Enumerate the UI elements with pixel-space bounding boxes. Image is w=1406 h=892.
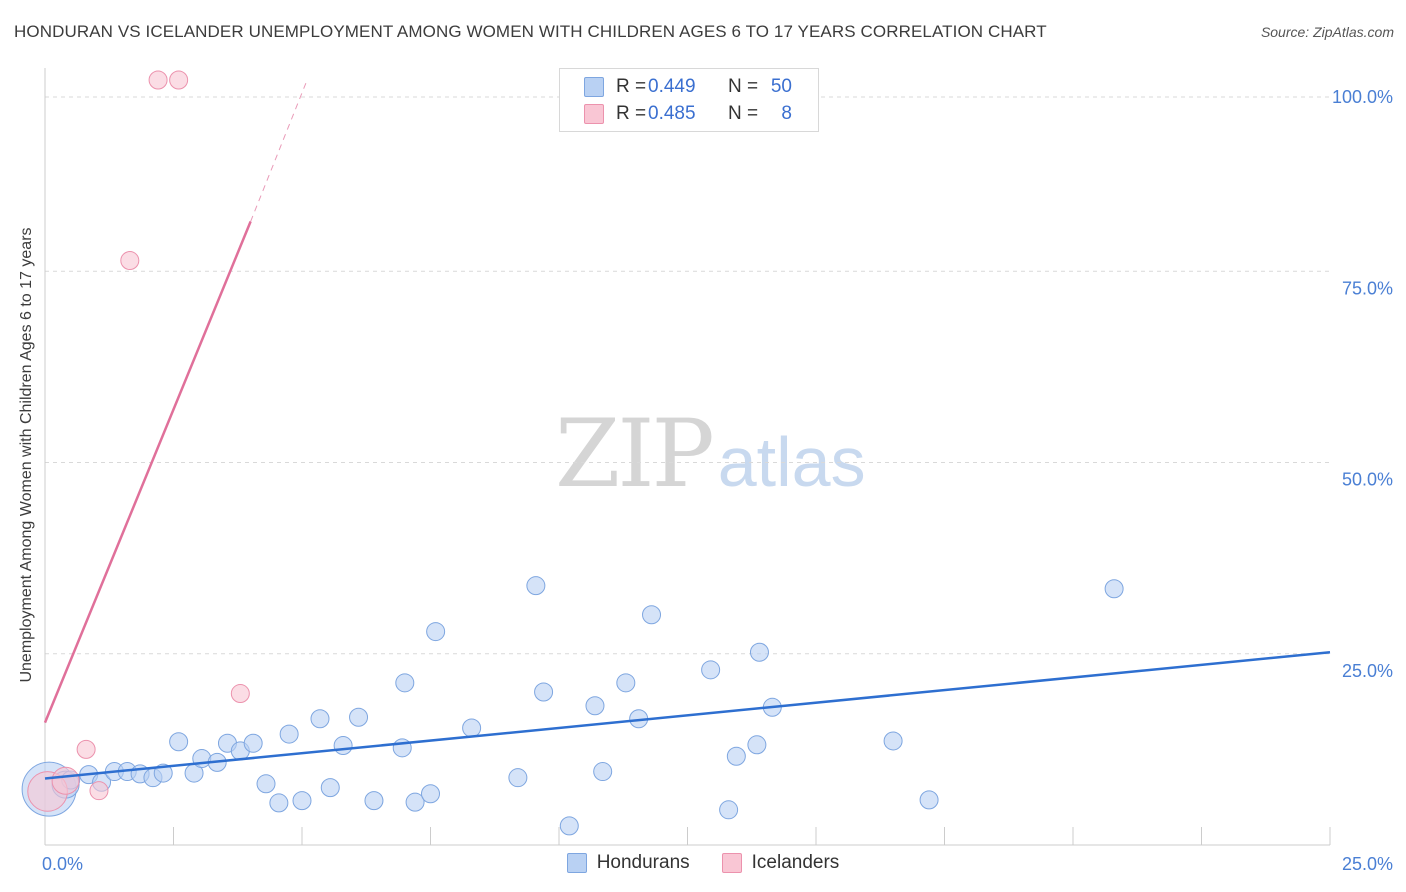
legend-swatch-hondurans — [566, 853, 587, 873]
correlation-legend: R = 0.449 N = 50 R = 0.485 N = 8 — [559, 68, 819, 132]
point-hondurans — [320, 778, 340, 798]
point-hondurans — [421, 784, 440, 804]
point-hondurans — [883, 731, 903, 751]
y-tick-label: 50.0% — [1342, 470, 1393, 490]
point-icelanders — [169, 70, 189, 90]
x-tick-label: 25.0% — [1342, 854, 1393, 874]
legend-n-value: 50 — [770, 76, 792, 97]
point-hondurans — [616, 673, 636, 693]
series-legend: Hondurans Icelanders — [0, 852, 1406, 874]
legend-swatch-icelanders — [584, 104, 604, 124]
point-hondurans — [405, 792, 425, 812]
point-hondurans — [153, 763, 173, 783]
point-hondurans — [426, 622, 446, 642]
point-hondurans — [364, 791, 384, 811]
source-credit: Source: ZipAtlas.com — [1260, 24, 1394, 40]
point-hondurans — [747, 735, 767, 755]
point-hondurans — [919, 790, 939, 810]
legend-r-label: R = — [616, 76, 647, 97]
legend-n-label: N = — [728, 103, 759, 124]
point-hondurans — [534, 682, 554, 702]
point-hondurans — [269, 793, 289, 813]
y-tick-label: 100.0% — [1332, 87, 1393, 107]
legend-item-icelanders: Icelanders — [721, 852, 840, 874]
point-hondurans — [526, 576, 546, 596]
legend-item-hondurans: Hondurans — [566, 852, 690, 874]
point-hondurans — [719, 800, 739, 820]
point-hondurans — [395, 673, 415, 693]
point-hondurans — [292, 791, 312, 811]
point-hondurans — [279, 724, 299, 744]
point-hondurans — [593, 762, 613, 782]
legend-swatch-icelanders — [721, 853, 742, 873]
point-hondurans — [559, 816, 579, 836]
legend-row-hondurans: R = 0.449 N = 50 — [584, 75, 792, 99]
point-hondurans — [701, 660, 721, 680]
point-hondurans — [585, 696, 605, 716]
point-hondurans — [349, 707, 369, 727]
point-hondurans — [508, 768, 528, 788]
point-icelanders — [51, 766, 80, 795]
legend-label-icelanders: Icelanders — [751, 852, 840, 873]
point-hondurans — [462, 718, 482, 738]
trend-extension-icelanders — [250, 79, 308, 222]
legend-n-label: N = — [728, 76, 759, 97]
point-icelanders — [89, 781, 109, 801]
point-hondurans — [642, 605, 662, 625]
legend-r-value: 0.449 — [648, 76, 696, 97]
point-hondurans — [1104, 579, 1124, 599]
point-hondurans — [333, 736, 353, 756]
point-hondurans — [310, 709, 330, 729]
point-icelanders — [76, 739, 96, 759]
point-icelanders — [120, 251, 140, 271]
point-hondurans — [243, 733, 263, 753]
point-hondurans — [169, 732, 189, 752]
point-hondurans — [726, 746, 746, 766]
legend-r-value: 0.485 — [648, 103, 696, 124]
trend-line-hondurans — [44, 650, 1331, 780]
legend-row-icelanders: R = 0.485 N = 8 — [584, 102, 792, 126]
legend-label-hondurans: Hondurans — [596, 852, 690, 873]
y-tick-label: 75.0% — [1342, 278, 1393, 298]
y-tick-label: 25.0% — [1342, 661, 1393, 681]
x-tick-label: 0.0% — [42, 854, 83, 874]
point-icelanders — [148, 70, 168, 90]
point-hondurans — [749, 642, 769, 662]
legend-r-label: R = — [616, 103, 647, 124]
point-hondurans — [256, 774, 276, 794]
trend-line-icelanders — [43, 221, 252, 724]
point-icelanders — [230, 684, 250, 704]
legend-swatch-hondurans — [584, 77, 604, 97]
legend-n-value: 8 — [781, 103, 792, 124]
chart-title: HONDURAN VS ICELANDER UNEMPLOYMENT AMONG… — [14, 22, 1047, 41]
